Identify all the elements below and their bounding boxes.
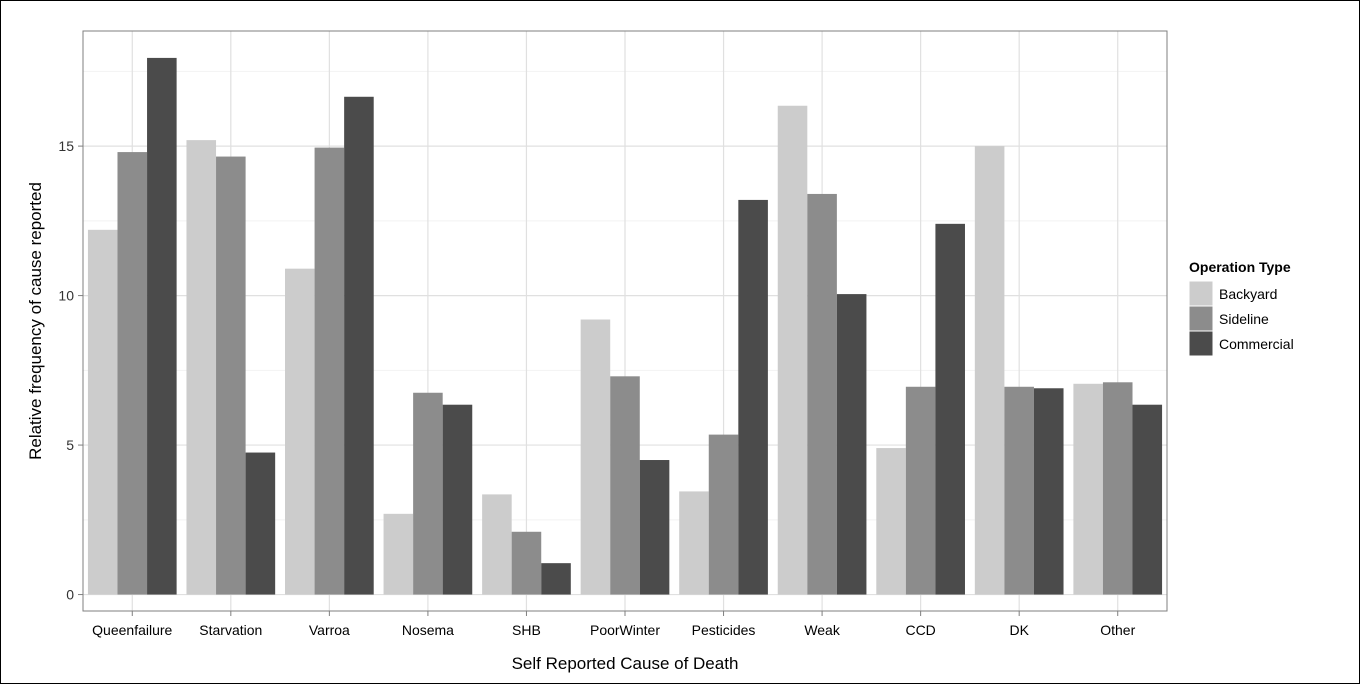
y-tick-label: 0	[66, 587, 74, 603]
y-axis: 0 5 10 15	[58, 138, 83, 603]
legend-label: Commercial	[1219, 336, 1294, 352]
x-axis-label: Self Reported Cause of Death	[512, 654, 739, 673]
bar-sideline	[314, 147, 345, 595]
bar-sideline	[117, 152, 148, 595]
bar-sideline	[511, 531, 542, 595]
x-tick-label: Queenfailure	[92, 622, 172, 638]
bar-sideline	[413, 392, 443, 595]
x-tick-label: Weak	[804, 622, 841, 638]
bar-sideline	[905, 386, 936, 595]
bar-sideline	[610, 376, 640, 595]
bar-backyard	[482, 494, 512, 595]
x-tick-label: SHB	[512, 622, 541, 638]
bar-backyard	[580, 319, 611, 595]
bar-sideline	[1004, 386, 1034, 595]
bar-backyard	[974, 146, 1005, 595]
bar-backyard	[383, 513, 414, 595]
x-tick-label: CCD	[905, 622, 935, 638]
x-tick-label: Other	[1100, 622, 1135, 638]
bar-commercial	[639, 460, 670, 595]
x-tick-label: PoorWinter	[590, 622, 660, 638]
bar-commercial	[147, 57, 177, 595]
y-tick-label: 10	[58, 288, 74, 304]
bar-backyard	[87, 229, 118, 595]
bar-backyard	[186, 140, 217, 595]
bar-commercial	[935, 223, 965, 595]
y-axis-label: Relative frequency of cause reported	[26, 182, 45, 460]
bar-sideline	[807, 193, 837, 595]
x-tick-label: Starvation	[199, 622, 262, 638]
legend: Operation Type Backyard Sideline Commercial	[1188, 259, 1294, 357]
legend-title: Operation Type	[1189, 259, 1291, 275]
y-tick-label: 5	[66, 437, 74, 453]
bars	[87, 57, 1163, 595]
bar-commercial	[541, 563, 571, 595]
bar-commercial	[836, 294, 867, 595]
bar-sideline	[708, 434, 739, 595]
bar-commercial	[442, 404, 473, 595]
bar-sideline	[216, 156, 246, 595]
legend-label: Backyard	[1219, 286, 1277, 302]
bar-commercial	[245, 452, 276, 595]
bar-backyard	[285, 268, 315, 595]
x-tick-label: Pesticides	[692, 622, 756, 638]
bar-backyard	[1073, 383, 1103, 595]
bar-commercial	[1132, 404, 1163, 595]
x-tick-label: Nosema	[402, 622, 454, 638]
legend-key-sideline	[1188, 305, 1214, 332]
x-axis: Queenfailure Starvation Varroa Nosema SHB Poo…	[92, 611, 1136, 638]
legend-label: Sideline	[1219, 311, 1269, 327]
bar-backyard	[679, 491, 709, 595]
bar-commercial	[344, 96, 374, 595]
bar-sideline	[1102, 382, 1133, 595]
x-tick-label: DK	[1009, 622, 1029, 638]
bar-commercial	[1033, 388, 1064, 595]
bar-backyard	[876, 448, 906, 595]
bar-backyard	[777, 105, 808, 595]
legend-key-backyard	[1188, 280, 1214, 307]
legend-key-commercial	[1188, 330, 1214, 357]
x-tick-label: Varroa	[309, 622, 350, 638]
bar-commercial	[738, 199, 768, 595]
y-tick-label: 15	[58, 138, 74, 154]
